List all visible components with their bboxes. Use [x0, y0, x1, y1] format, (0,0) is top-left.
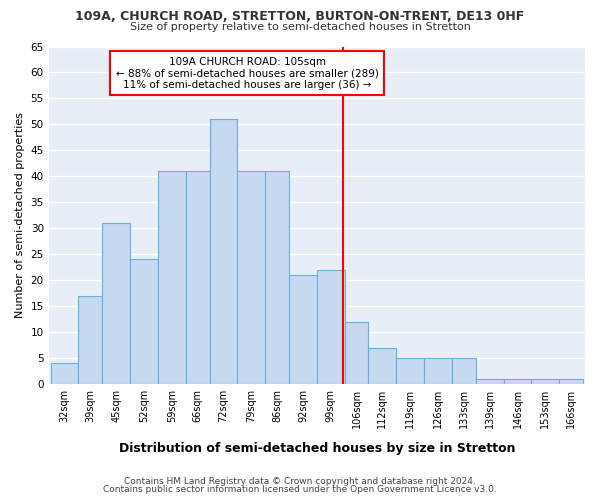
Text: 109A CHURCH ROAD: 105sqm
← 88% of semi-detached houses are smaller (289)
11% of : 109A CHURCH ROAD: 105sqm ← 88% of semi-d…: [116, 56, 379, 90]
Bar: [368, 348, 396, 384]
X-axis label: Distribution of semi-detached houses by size in Stretton: Distribution of semi-detached houses by …: [119, 442, 515, 455]
Bar: [186, 171, 209, 384]
Bar: [559, 379, 583, 384]
Bar: [396, 358, 424, 384]
Bar: [130, 260, 158, 384]
Bar: [265, 171, 289, 384]
Text: 109A, CHURCH ROAD, STRETTON, BURTON-ON-TRENT, DE13 0HF: 109A, CHURCH ROAD, STRETTON, BURTON-ON-T…: [76, 10, 524, 23]
Bar: [103, 223, 130, 384]
Bar: [158, 171, 186, 384]
Bar: [317, 270, 344, 384]
Bar: [476, 379, 503, 384]
Text: Contains public sector information licensed under the Open Government Licence v3: Contains public sector information licen…: [103, 485, 497, 494]
Bar: [424, 358, 452, 384]
Bar: [50, 363, 79, 384]
Bar: [209, 119, 238, 384]
Bar: [452, 358, 476, 384]
Text: Size of property relative to semi-detached houses in Stretton: Size of property relative to semi-detach…: [130, 22, 470, 32]
Bar: [503, 379, 532, 384]
Bar: [289, 275, 317, 384]
Text: Contains HM Land Registry data © Crown copyright and database right 2024.: Contains HM Land Registry data © Crown c…: [124, 477, 476, 486]
Bar: [238, 171, 265, 384]
Bar: [344, 322, 368, 384]
Bar: [79, 296, 103, 384]
Bar: [532, 379, 559, 384]
Y-axis label: Number of semi-detached properties: Number of semi-detached properties: [15, 112, 25, 318]
